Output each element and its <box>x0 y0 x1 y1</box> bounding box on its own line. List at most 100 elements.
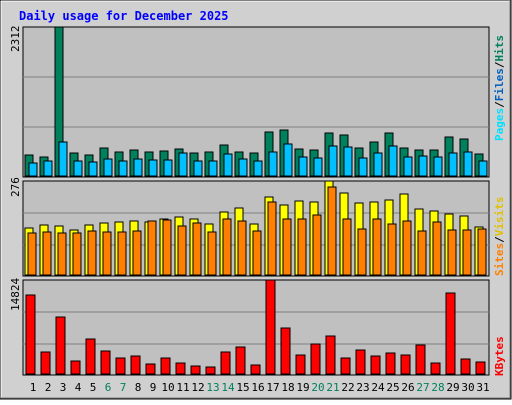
x-tick-label: 31 <box>476 381 489 394</box>
sites-bar <box>147 220 157 276</box>
sites-bar <box>477 228 487 276</box>
x-tick-label: 5 <box>90 381 97 394</box>
files-bar <box>58 141 68 177</box>
x-tick-label: 25 <box>386 381 399 394</box>
sites-bar <box>327 186 337 276</box>
sites-bar <box>117 231 127 276</box>
files-bar <box>28 162 38 177</box>
legend-top: Pages/Files/Hits <box>493 35 506 141</box>
sites-bar <box>462 229 472 276</box>
kbytes-bar <box>115 357 126 375</box>
kbytes-bar <box>295 354 306 375</box>
files-bar <box>433 156 443 177</box>
x-tick-label: 21 <box>326 381 339 394</box>
sites-bar <box>372 218 382 276</box>
sites-bar <box>402 220 412 276</box>
x-tick-label: 7 <box>120 381 127 394</box>
files-bar <box>283 143 293 177</box>
y-max-label-hits: 2312 <box>9 26 22 53</box>
sites-bar <box>342 218 352 276</box>
sites-bar <box>282 218 292 276</box>
sites-bar <box>267 201 277 276</box>
kbytes-bar <box>55 316 66 375</box>
sites-bar <box>417 230 427 276</box>
legend-middle: Sites/Visits <box>493 197 506 277</box>
files-bar <box>163 159 173 177</box>
files-bar <box>253 160 263 177</box>
kbytes-bar <box>445 292 456 375</box>
hits-files-pages-panel <box>22 26 490 178</box>
kbytes-panel <box>22 279 490 376</box>
legend-sep: / <box>493 101 506 108</box>
sites-bar <box>357 228 367 276</box>
kbytes-bar <box>250 364 261 375</box>
kbytes-bar <box>385 352 396 375</box>
kbytes-bar <box>265 279 276 375</box>
legend-sites: Sites <box>493 243 506 276</box>
kbytes-bar <box>145 363 156 375</box>
kbytes-bar <box>70 360 81 375</box>
kbytes-bar <box>220 351 231 375</box>
sites-bar <box>207 231 217 276</box>
legend-pages: Pages <box>493 108 506 141</box>
kbytes-bar <box>40 351 51 375</box>
kbytes-bar <box>190 365 201 375</box>
legend-sep: / <box>493 61 506 68</box>
sites-bar <box>237 220 247 276</box>
files-bar <box>193 160 203 177</box>
files-bar <box>208 160 218 177</box>
kbytes-bar <box>400 354 411 375</box>
sites-bar <box>72 232 82 276</box>
kbytes-bar <box>235 346 246 375</box>
files-bar <box>133 158 143 177</box>
files-bar <box>148 159 158 177</box>
sites-bar <box>102 231 112 276</box>
x-tick-label: 6 <box>105 381 112 394</box>
x-tick-label: 22 <box>341 381 354 394</box>
x-tick-label: 26 <box>401 381 414 394</box>
x-tick-label: 3 <box>60 381 67 394</box>
x-tick-label: 12 <box>191 381 204 394</box>
kbytes-bar <box>205 366 216 375</box>
legend-kbytes: KBytes <box>493 336 506 376</box>
x-tick-label: 1 <box>30 381 37 394</box>
files-bar <box>463 151 473 177</box>
sites-bar <box>252 230 262 276</box>
sites-bar <box>132 230 142 276</box>
kbytes-bar <box>25 294 36 375</box>
kbytes-bar <box>310 343 321 375</box>
sites-bar <box>192 222 202 276</box>
kbytes-bar <box>355 349 366 375</box>
x-tick-label: 24 <box>371 381 385 394</box>
files-bar <box>358 157 368 177</box>
x-tick-label: 11 <box>176 381 189 394</box>
visits-sites-panel <box>22 180 490 277</box>
sites-bar <box>162 219 172 276</box>
kbytes-bar <box>175 362 186 375</box>
x-tick-label: 18 <box>281 381 294 394</box>
legend-sep: / <box>493 236 506 243</box>
x-tick-label: 15 <box>236 381 249 394</box>
files-bar <box>178 152 188 177</box>
files-bar <box>343 146 353 177</box>
x-tick-label: 29 <box>446 381 459 394</box>
x-tick-label: 14 <box>221 381 235 394</box>
x-axis-day-labels: 1 2 3 4 5 6 7 8 9 10 11 12 13 14 15 16 17 18 19 20 21 22 23 24 2… <box>30 381 490 394</box>
x-tick-label: 10 <box>161 381 174 394</box>
files-bar <box>298 156 308 177</box>
kbytes-bar <box>325 335 336 375</box>
files-bar <box>88 161 98 177</box>
sites-bar <box>177 225 187 276</box>
x-tick-label: 9 <box>150 381 157 394</box>
x-tick-label: 23 <box>356 381 369 394</box>
files-bar <box>43 160 53 177</box>
legend-bottom: KBytes <box>493 336 506 376</box>
sites-bar <box>27 232 37 276</box>
x-tick-label: 8 <box>135 381 142 394</box>
chart-title: Daily usage for December 2025 <box>19 9 229 23</box>
legend-visits: Visits <box>493 197 506 237</box>
y-max-label-kbytes: 14824 <box>9 278 22 311</box>
files-bar <box>388 145 398 177</box>
